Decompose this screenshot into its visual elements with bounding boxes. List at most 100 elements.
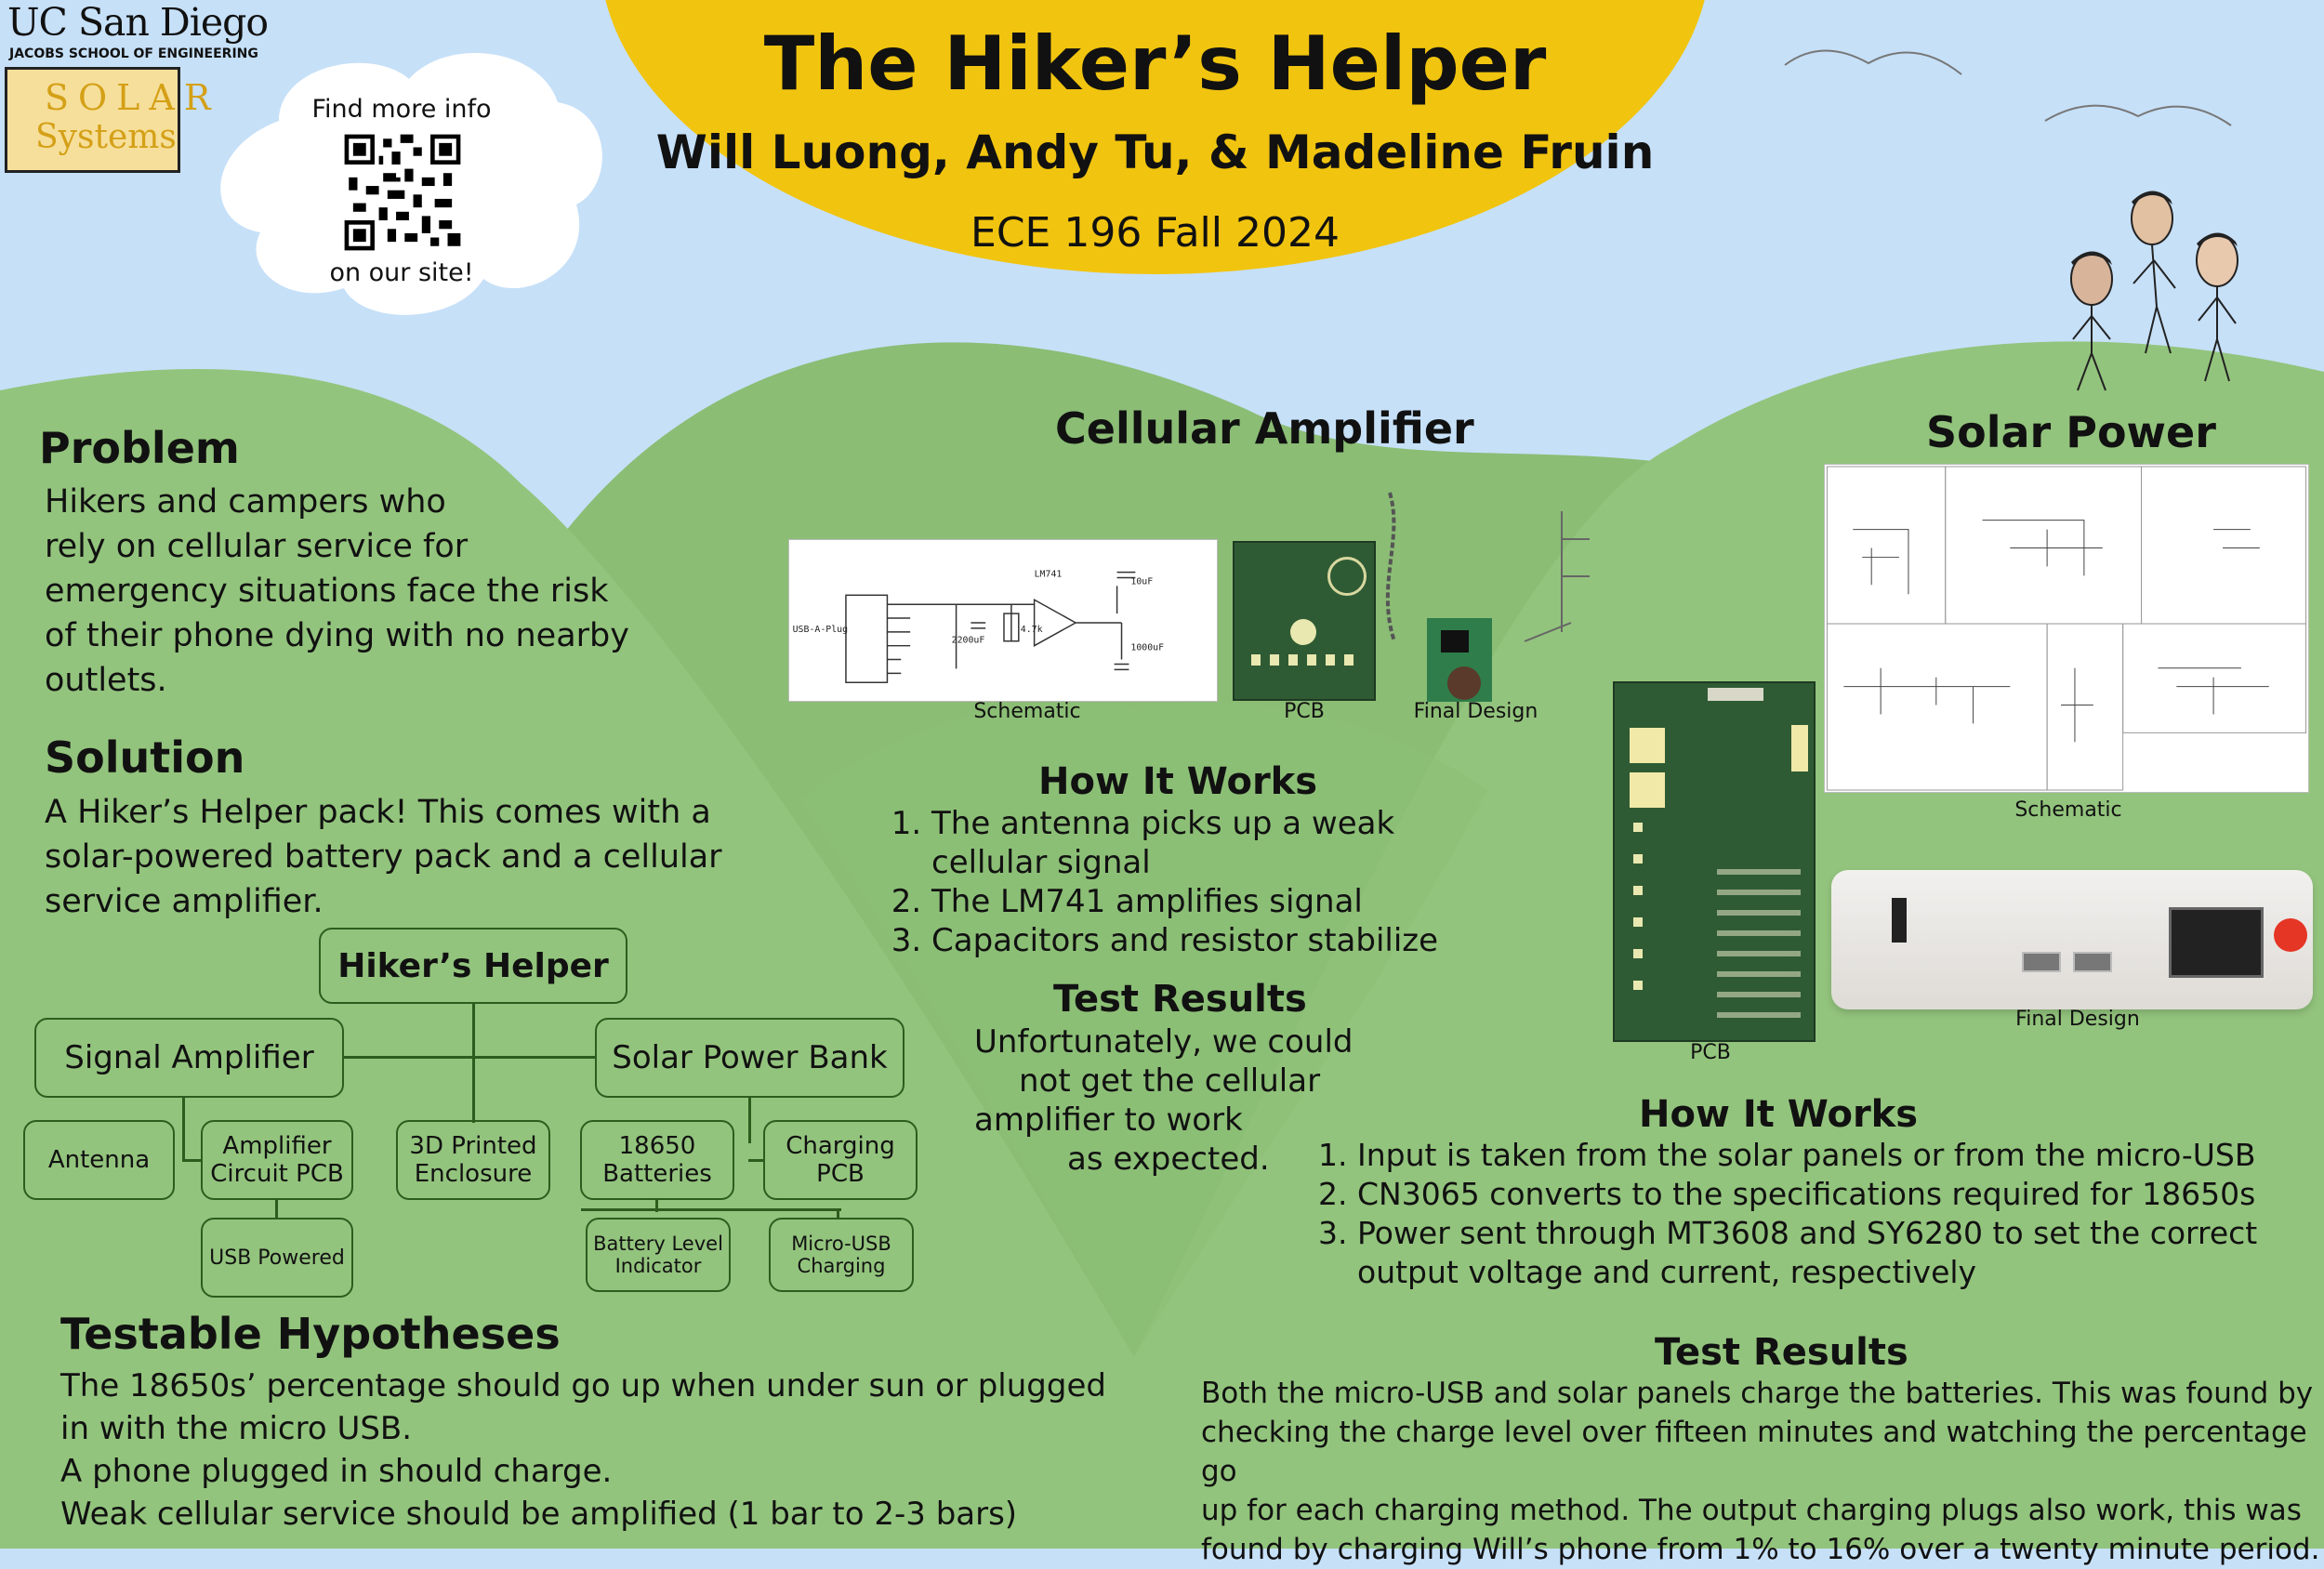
cellular-test-line: Unfortunately, we could bbox=[974, 1023, 1353, 1061]
cellular-how-item: Capacitors and resistor stabilize bbox=[931, 921, 1452, 960]
solar-test-line: found by charging Will’s phone from 1% t… bbox=[1201, 1533, 2320, 1566]
jacobs-logo: JACOBS SCHOOL OF ENGINEERING bbox=[9, 46, 258, 61]
cellular-heading: Cellular Amplifier bbox=[1055, 403, 1474, 454]
cellular-test-line: as expected. bbox=[1067, 1140, 1270, 1178]
hypothesis-line: Weak cellular service should be amplifie… bbox=[60, 1496, 1018, 1533]
solar-how-item: Input is taken from the solar panels or … bbox=[1357, 1136, 2324, 1175]
bird-1 bbox=[1784, 49, 1962, 75]
schematic-label-c2: 10uF bbox=[1130, 576, 1153, 587]
cellular-how-list: The antenna picks up a weak cellular sig… bbox=[883, 804, 1452, 960]
usb-port bbox=[2073, 952, 2112, 972]
problem-line: Hikers and campers who bbox=[45, 483, 446, 521]
solar-pcb-image bbox=[1613, 681, 1816, 1042]
solar-how-heading: How It Works bbox=[1639, 1093, 1919, 1136]
left-hill bbox=[0, 369, 1134, 1549]
problem-line: rely on cellular service for bbox=[45, 528, 469, 565]
cellular-how-item: The antenna picks up a weak cellular sig… bbox=[931, 804, 1452, 882]
tree-usb-powered: USB Powered bbox=[201, 1218, 353, 1298]
cellular-schematic-image: USB-A-Plug LM741 2200uF 4.7k 1000uF 10uF bbox=[788, 539, 1218, 702]
center-valley-shade bbox=[799, 701, 1487, 1357]
cellular-final-caption: Final Design bbox=[1413, 700, 1538, 723]
tree-root: Hiker’s Helper bbox=[319, 928, 627, 1004]
problem-line: emergency situations face the risk bbox=[45, 573, 609, 610]
solution-text: A Hiker’s Helper pack! This comes with a… bbox=[45, 790, 722, 924]
tree-amplifier-pcb: Amplifier Circuit PCB bbox=[201, 1120, 353, 1200]
solar-how-list: Input is taken from the solar panels or … bbox=[1309, 1136, 2324, 1292]
solution-line: A Hiker’s Helper pack! This comes with a bbox=[45, 794, 711, 831]
cellular-schematic-caption: Schematic bbox=[973, 700, 1081, 723]
problem-line: outlets. bbox=[45, 662, 167, 699]
tree-connector bbox=[748, 1097, 751, 1143]
tree-connector bbox=[581, 1208, 841, 1211]
problem-line: of their phone dying with no nearby bbox=[45, 617, 629, 654]
team-stick-figures bbox=[2070, 191, 2238, 391]
cellular-test-heading: Test Results bbox=[1053, 978, 1307, 1021]
tree-connector bbox=[275, 1199, 278, 1220]
tree-batteries: 18650 Batteries bbox=[580, 1120, 734, 1200]
tree-solar-power-bank: Solar Power Bank bbox=[595, 1018, 905, 1098]
solar-test-heading: Test Results bbox=[1655, 1331, 1908, 1374]
tree-connector bbox=[182, 1097, 185, 1162]
team-logo-line1: SOLAR bbox=[45, 77, 220, 118]
red-button bbox=[2274, 918, 2307, 952]
cellular-pcb-caption: PCB bbox=[1284, 700, 1325, 723]
cellular-test-line: not get the cellular bbox=[1019, 1062, 1321, 1100]
team-logo-line2: Systems bbox=[35, 118, 177, 156]
bird-2 bbox=[2044, 104, 2232, 126]
tree-connector bbox=[837, 1208, 839, 1220]
power-switch bbox=[1892, 898, 1907, 943]
cellular-how-item: The LM741 amplifies signal bbox=[931, 882, 1452, 921]
tree-connector bbox=[472, 1002, 475, 1123]
poster-authors: Will Luong, Andy Tu, & Madeline Fruin bbox=[655, 125, 1655, 179]
ucsd-logo: UC San Diego bbox=[7, 0, 269, 45]
hypothesis-line: The 18650s’ percentage should go up when… bbox=[60, 1367, 1106, 1404]
tree-connector bbox=[344, 1056, 595, 1059]
solar-test-line: Both the micro-USB and solar panels char… bbox=[1201, 1377, 2314, 1410]
solar-pcb-caption: PCB bbox=[1690, 1041, 1731, 1064]
tree-connector bbox=[748, 1159, 765, 1162]
schematic-label-c1: 2200uF bbox=[952, 636, 985, 646]
solar-schematic-caption: Schematic bbox=[2014, 798, 2122, 822]
solution-line: solar-powered battery pack and a cellula… bbox=[45, 838, 722, 876]
usb-port bbox=[2022, 952, 2061, 972]
cloud-top-text: Find more info bbox=[311, 95, 492, 124]
schematic-label-c3: 1000uF bbox=[1130, 643, 1164, 653]
schematic-label-connector: USB-A-Plug bbox=[793, 625, 849, 635]
solar-final-caption: Final Design bbox=[2015, 1008, 2140, 1031]
cellular-how-heading: How It Works bbox=[1038, 760, 1318, 803]
hypotheses-text: The 18650s’ percentage should go up when… bbox=[60, 1365, 1106, 1536]
tree-charging-pcb: Charging PCB bbox=[763, 1120, 918, 1200]
tree-battery-level: Battery Level Indicator bbox=[586, 1218, 731, 1292]
tree-signal-amplifier: Signal Amplifier bbox=[34, 1018, 344, 1098]
hypotheses-heading: Testable Hypotheses bbox=[60, 1309, 561, 1359]
schematic-label-r1: 4.7k bbox=[1021, 625, 1043, 635]
solar-schematic-image bbox=[1824, 464, 2309, 793]
tree-connector bbox=[182, 1159, 203, 1162]
problem-text: Hikers and campers who rely on cellular … bbox=[45, 480, 629, 703]
cloud-bottom-text: on our site! bbox=[329, 258, 474, 287]
battery-level-display bbox=[2169, 907, 2264, 978]
solar-test-text: Both the micro-USB and solar panels char… bbox=[1201, 1374, 2324, 1569]
hypothesis-line: in with the micro USB. bbox=[60, 1410, 413, 1447]
solution-heading: Solution bbox=[45, 732, 245, 783]
team-logo: SOLAR Systems bbox=[5, 67, 210, 173]
problem-heading: Problem bbox=[39, 423, 240, 473]
schematic-label-amp: LM741 bbox=[1035, 570, 1063, 580]
cellular-test-text: Unfortunately, we could not get the cell… bbox=[974, 1022, 1353, 1179]
hypothesis-line: A phone plugged in should charge. bbox=[60, 1453, 613, 1490]
solar-test-line: checking the charge level over fifteen m… bbox=[1201, 1416, 2307, 1488]
tree-connector bbox=[655, 1199, 658, 1212]
cellular-test-line: amplifier to work bbox=[974, 1101, 1243, 1139]
solar-test-line: up for each charging method. The output … bbox=[1201, 1494, 2302, 1527]
poster-course: ECE 196 Fall 2024 bbox=[971, 209, 1340, 257]
tree-micro-usb: Micro-USB Charging bbox=[769, 1218, 914, 1292]
tree-enclosure: 3D Printed Enclosure bbox=[396, 1120, 550, 1200]
solution-line: service amplifier. bbox=[45, 883, 324, 920]
solar-final-design-image bbox=[1831, 870, 2313, 1009]
qr-code[interactable] bbox=[337, 130, 469, 255]
tree-antenna: Antenna bbox=[23, 1120, 175, 1200]
cellular-pcb-image bbox=[1233, 541, 1376, 701]
poster-title: The Hiker’s Helper bbox=[763, 20, 1547, 107]
solar-how-item: CN3065 converts to the specifications re… bbox=[1357, 1175, 2324, 1214]
solar-how-item: Power sent through MT3608 and SY6280 to … bbox=[1357, 1214, 2324, 1292]
